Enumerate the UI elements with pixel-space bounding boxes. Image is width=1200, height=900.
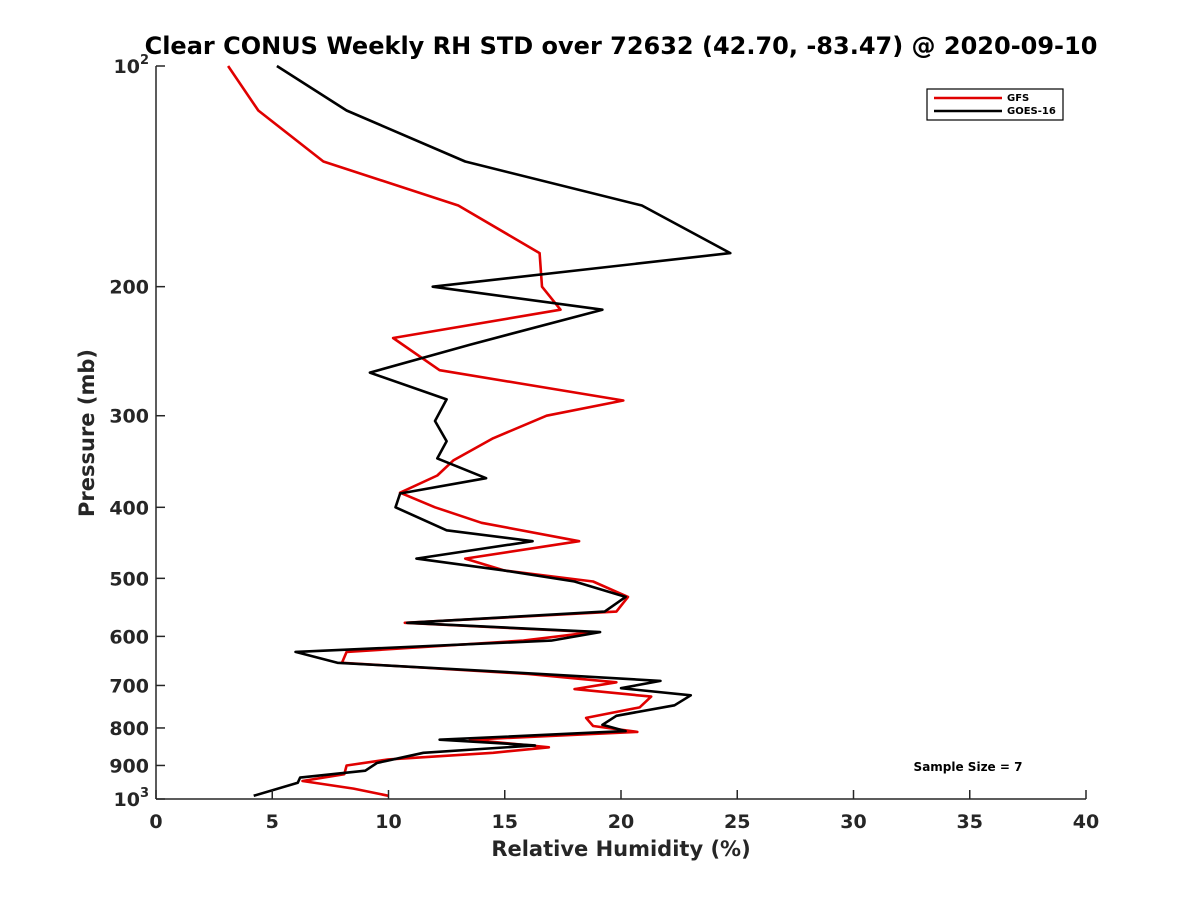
chart-title: Clear CONUS Weekly RH STD over 72632 (42… (145, 32, 1098, 60)
x-tick-label: 30 (840, 811, 866, 833)
y-tick-label: 300 (109, 406, 149, 428)
y-tick-label: 900 (109, 755, 149, 777)
legend-box (926, 88, 1064, 121)
x-axis-label: Relative Humidity (%) (491, 837, 750, 861)
legend-label-goes16: GOES-16 (1007, 106, 1056, 117)
x-axis-ticks: 0 5 10 15 20 25 30 35 40 (149, 790, 1099, 833)
sample-size-annotation: Sample Size = 7 (914, 760, 1023, 774)
y-tick-label: 400 (109, 497, 149, 519)
x-tick-label: 5 (266, 811, 279, 833)
y-tick-label: 200 (109, 277, 149, 299)
series-layer (227, 64, 732, 798)
legend: GFS GOES-16 (926, 88, 1064, 121)
y-tick-label: 600 (109, 626, 149, 648)
y-tick-label: 102 (114, 53, 150, 78)
x-tick-label: 40 (1073, 811, 1099, 833)
plot-area (156, 66, 1086, 799)
y-tick-label: 500 (109, 568, 149, 590)
x-tick-label: 35 (957, 811, 983, 833)
x-tick-label: 15 (492, 811, 518, 833)
x-tick-label: 25 (724, 811, 750, 833)
y-tick-label: 800 (109, 718, 149, 740)
y-tick-label: 103 (114, 786, 150, 811)
x-tick-label: 0 (149, 811, 162, 833)
legend-label-gfs: GFS (1007, 93, 1029, 104)
x-tick-label: 20 (608, 811, 634, 833)
series-line-goes16 (253, 64, 732, 798)
x-tick-label: 10 (375, 811, 401, 833)
y-tick-label: 700 (109, 675, 149, 697)
y-axis-label: Pressure (mb) (75, 349, 99, 517)
y-axis-ticks: 102 200 300 400 500 600 700 800 900 103 (109, 53, 165, 811)
